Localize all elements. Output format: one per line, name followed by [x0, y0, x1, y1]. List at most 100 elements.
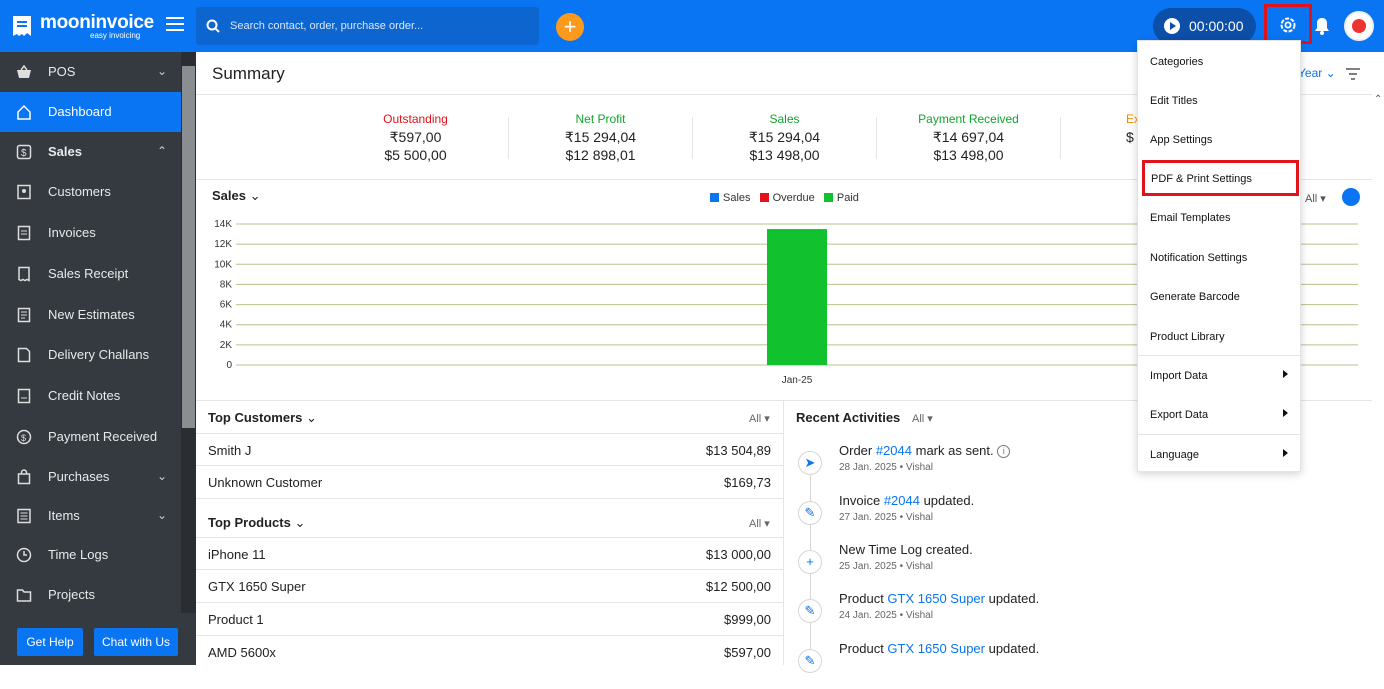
- recent-activities-filter[interactable]: All ▾: [912, 413, 933, 425]
- menu-item-generate-barcode[interactable]: Generate Barcode: [1138, 278, 1300, 314]
- menu-item-email-templates[interactable]: Email Templates: [1138, 199, 1300, 235]
- filter-label: All: [749, 413, 762, 425]
- get-help-button[interactable]: Get Help: [17, 628, 83, 656]
- y-tick-label: 14K: [214, 219, 232, 230]
- table-row[interactable]: AMD 5600x $597,00: [196, 636, 783, 669]
- product-name: GTX 1650 Super: [208, 579, 306, 594]
- legend-overdue: Overdue: [772, 192, 815, 204]
- activity-meta: 25 Jan. 2025 • Vishal: [839, 561, 933, 572]
- sidebar-item-delivery-challans[interactable]: Delivery Challans: [0, 335, 181, 375]
- menu-item-import-data[interactable]: Import Data: [1138, 357, 1300, 393]
- plus-icon: +: [798, 550, 822, 574]
- stat-label: Outstanding: [383, 112, 448, 126]
- top-customers-dropdown[interactable]: Top Customers ⌄: [208, 410, 317, 425]
- menu-icon[interactable]: [166, 17, 184, 33]
- activity-link[interactable]: GTX 1650 Super: [887, 591, 985, 606]
- product-value: $597,00: [724, 645, 771, 660]
- sidebar-item-sales[interactable]: $ Sales ⌃: [0, 132, 181, 172]
- sidebar-item-sales-receipt[interactable]: Sales Receipt: [0, 254, 181, 294]
- year-dropdown[interactable]: Year ⌄: [1298, 66, 1336, 80]
- stat-label: Sales: [769, 112, 800, 126]
- avatar[interactable]: [1344, 11, 1374, 41]
- logo-icon: [13, 16, 31, 36]
- menu-item-label: Product Library: [1150, 331, 1225, 343]
- app-tagline: easy invoicing: [90, 31, 141, 40]
- activity-link[interactable]: GTX 1650 Super: [887, 641, 985, 656]
- table-row[interactable]: Product 1 $999,00: [196, 603, 783, 636]
- sidebar-item-credit-notes[interactable]: Credit Notes: [0, 376, 181, 416]
- customer-value: $169,73: [724, 475, 771, 490]
- activity-text: Order #2044 mark as sent. i: [839, 443, 1011, 458]
- add-button[interactable]: +: [556, 13, 584, 41]
- recent-activities-title: Recent Activities: [796, 410, 901, 425]
- menu-item-export-data[interactable]: Export Data: [1138, 396, 1300, 432]
- info-icon[interactable]: i: [997, 445, 1011, 458]
- search-input[interactable]: [230, 16, 530, 36]
- top-customers-filter[interactable]: All ▾: [749, 413, 770, 425]
- sidebar-item-new-estimates[interactable]: New Estimates: [0, 295, 181, 335]
- legend-paid: Paid: [836, 192, 859, 204]
- edit-icon: ✎: [798, 649, 822, 673]
- customer-name: Unknown Customer: [208, 475, 323, 490]
- sidebar-item-purchases[interactable]: Purchases ⌄: [0, 457, 181, 497]
- chart-type-icon[interactable]: [1342, 188, 1360, 206]
- menu-item-edit-titles[interactable]: Edit Titles: [1138, 82, 1300, 118]
- main-scrollbar[interactable]: ⌃: [1372, 94, 1384, 665]
- caret-right-icon: [1283, 409, 1288, 417]
- sidebar-item-items[interactable]: Items ⌄: [0, 496, 181, 536]
- sidebar-item-pos[interactable]: POS ⌄: [0, 52, 181, 92]
- chat-button[interactable]: Chat with Us: [94, 628, 178, 656]
- svg-text:$: $: [21, 148, 27, 159]
- edit-icon: ✎: [798, 501, 822, 525]
- sidebar-item-customers[interactable]: Customers: [0, 172, 181, 212]
- top-products-dropdown[interactable]: Top Products ⌄: [208, 515, 306, 530]
- sidebar-item-label: POS: [48, 64, 76, 79]
- sidebar-item-invoices[interactable]: Invoices: [0, 213, 181, 253]
- bell-icon[interactable]: [1314, 17, 1330, 35]
- menu-item-categories[interactable]: Categories: [1138, 43, 1300, 79]
- y-tick-label: 8K: [220, 279, 233, 290]
- chart-filter-dropdown[interactable]: All ▾: [1305, 193, 1326, 205]
- sidebar-item-label: Invoices: [48, 225, 96, 240]
- app-name: mooninvoice: [40, 12, 154, 33]
- estimate-icon: [17, 307, 31, 323]
- menu-item-pdf-print-settings[interactable]: PDF & Print Settings: [1142, 160, 1299, 196]
- sales-dropdown[interactable]: Sales ⌄: [212, 188, 261, 203]
- menu-item-label: Import Data: [1150, 370, 1208, 382]
- filter-icon[interactable]: [1346, 68, 1360, 80]
- stat-value: ₹15 294,04: [564, 129, 637, 145]
- product-value: $12 500,00: [705, 579, 771, 594]
- table-row[interactable]: Unknown Customer $169,73: [196, 466, 783, 499]
- menu-item-notification-settings[interactable]: Notification Settings: [1138, 239, 1300, 275]
- activity-link[interactable]: #2044: [883, 493, 920, 508]
- stat-sales: Sales ₹15 294,04 $13 498,00: [692, 112, 877, 164]
- menu-item-product-library[interactable]: Product Library: [1138, 318, 1300, 354]
- table-row[interactable]: iPhone 11 $13 000,00: [196, 537, 783, 570]
- gear-icon: [1280, 17, 1296, 33]
- menu-item-language[interactable]: Language: [1138, 436, 1300, 472]
- bag-icon: [17, 469, 31, 485]
- top-products-filter[interactable]: All ▾: [749, 518, 770, 530]
- sidebar-item-time-logs[interactable]: Time Logs: [0, 535, 181, 575]
- table-row[interactable]: GTX 1650 Super $12 500,00: [196, 570, 783, 603]
- stat-label: Payment Received: [918, 112, 1019, 126]
- year-label: Year: [1298, 66, 1323, 80]
- document-icon: [17, 225, 31, 241]
- sidebar-item-projects[interactable]: Projects: [0, 575, 181, 615]
- bar-paid[interactable]: [767, 229, 827, 365]
- filter-label: All: [749, 518, 762, 530]
- table-row[interactable]: Smith J $13 504,89: [196, 433, 783, 466]
- timer-value: 00:00:00: [1189, 18, 1244, 34]
- activity-suffix: updated.: [984, 641, 1040, 656]
- sidebar-item-dashboard[interactable]: Dashboard: [0, 92, 181, 132]
- sidebar-item-payment-received[interactable]: $ Payment Received: [0, 417, 181, 457]
- stat-label: Ex: [1126, 112, 1141, 126]
- timer-button[interactable]: 00:00:00: [1153, 8, 1256, 44]
- sidebar-scroll-thumb[interactable]: [182, 66, 195, 428]
- caret-right-icon: [1283, 370, 1288, 378]
- legend-sales: Sales: [723, 192, 751, 204]
- stat-payment-received: Payment Received ₹14 697,04 $13 498,00: [876, 112, 1061, 164]
- activity-link[interactable]: #2044: [875, 443, 912, 458]
- settings-button[interactable]: [1264, 4, 1312, 44]
- menu-item-app-settings[interactable]: App Settings: [1138, 121, 1300, 157]
